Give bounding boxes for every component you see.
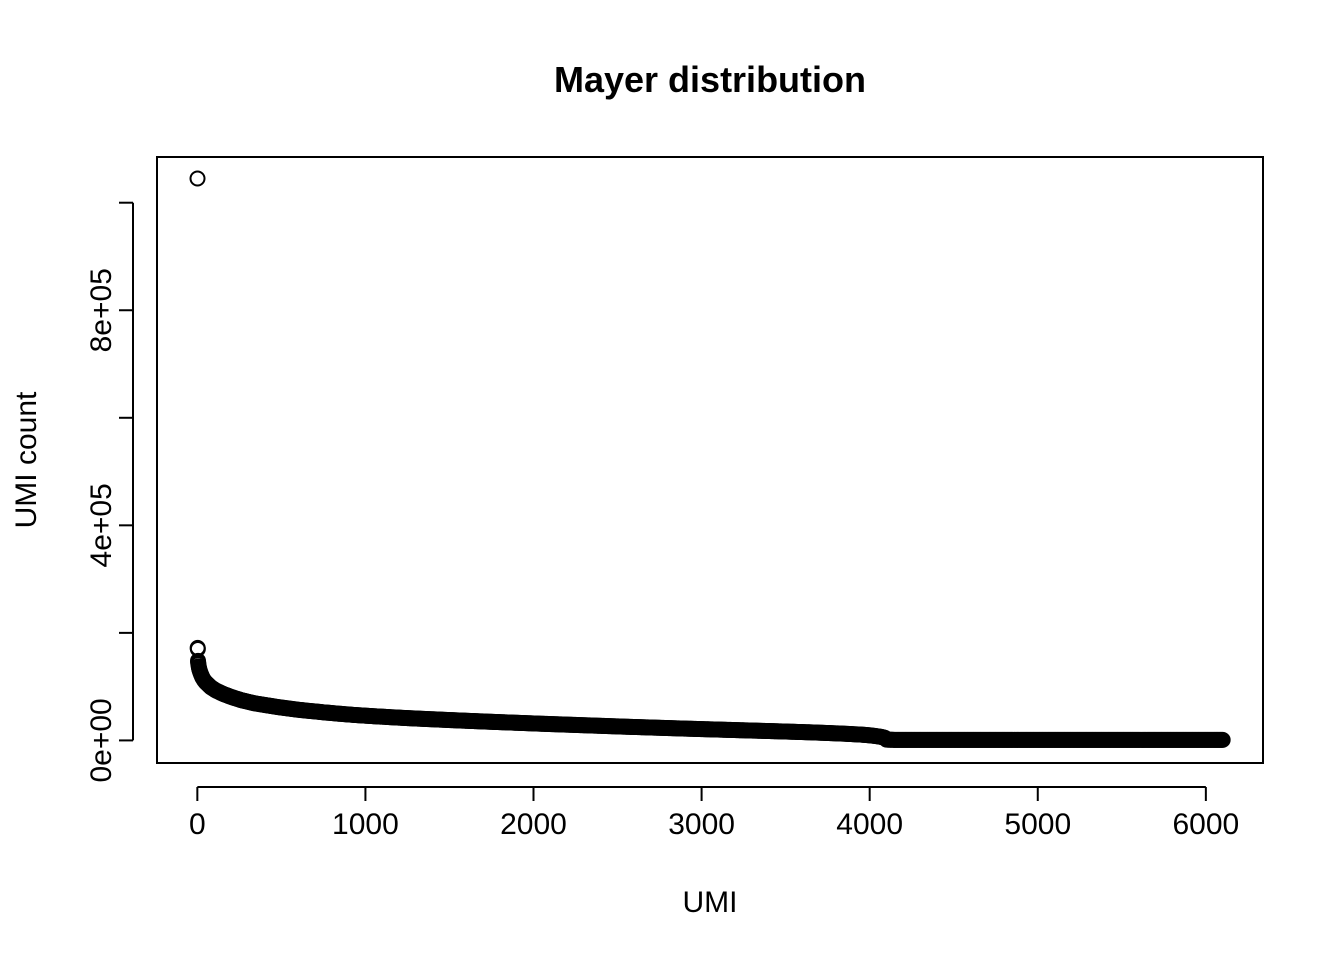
x-axis: 0 1000 2000 3000 4000 5000 6000 [189,786,1239,841]
x-tick-label: 4000 [836,808,903,841]
x-tick-label: 0 [189,808,206,841]
chart-title: Mayer distribution [554,59,866,100]
x-tick-label: 2000 [500,808,567,841]
y-axis-label: UMI count [10,391,43,528]
x-axis-label: UMI [683,886,738,919]
x-tick-label: 3000 [668,808,735,841]
y-axis: 0e+00 4e+05 8e+05 [85,201,134,783]
data-point [189,170,206,187]
y-tick-label: 8e+05 [85,268,118,352]
plot-frame [156,156,1264,764]
data-points [189,170,1231,748]
x-tick-label: 1000 [332,808,399,841]
x-tick-label: 5000 [1004,808,1071,841]
x-tick-label: 6000 [1172,808,1239,841]
data-point [1214,731,1231,748]
y-tick-label: 4e+05 [85,483,118,567]
y-tick-label: 0e+00 [85,698,118,782]
